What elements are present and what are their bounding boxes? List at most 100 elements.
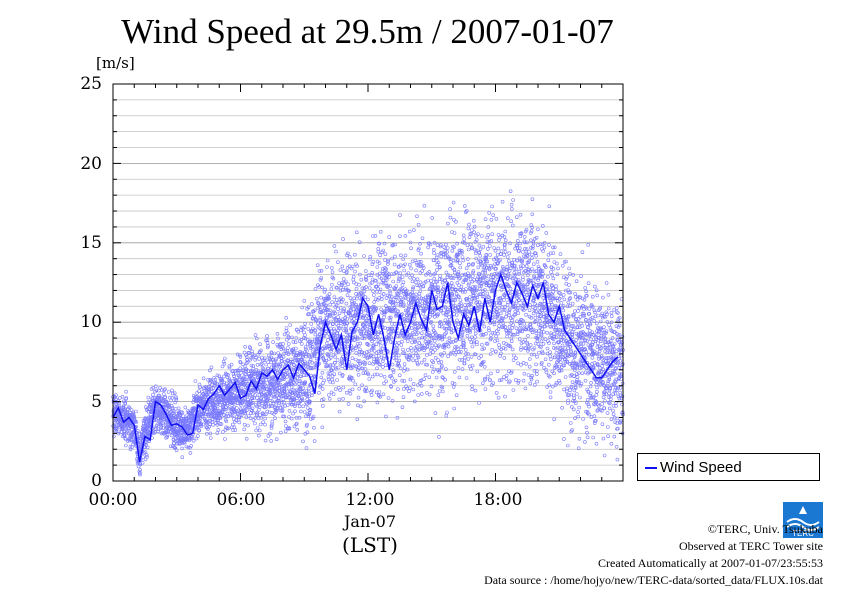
scatter-point xyxy=(340,283,344,288)
scatter-point xyxy=(225,394,229,398)
scatter-point xyxy=(331,322,335,326)
scatter-point xyxy=(365,314,370,318)
scatter-point xyxy=(280,409,285,413)
scatter-point xyxy=(524,361,529,366)
scatter-point xyxy=(249,363,254,368)
scatter-point xyxy=(474,288,479,293)
scatter-point xyxy=(532,383,537,387)
scatter-point xyxy=(173,407,178,411)
scatter-point xyxy=(358,272,362,277)
scatter-point xyxy=(441,376,446,380)
scatter-point xyxy=(312,425,316,430)
scatter-point xyxy=(462,241,467,245)
scatter-point xyxy=(386,258,391,263)
scatter-point xyxy=(423,346,428,350)
scatter-point xyxy=(256,408,261,412)
scatter-point xyxy=(393,286,398,291)
scatter-point xyxy=(275,406,280,411)
scatter-point xyxy=(536,322,541,327)
scatter-point xyxy=(503,249,508,254)
scatter-point xyxy=(403,262,407,267)
scatter-point xyxy=(288,323,293,327)
scatter-point xyxy=(225,426,229,431)
scatter-point xyxy=(400,275,405,279)
scatter-point xyxy=(347,388,352,393)
scatter-point xyxy=(429,384,434,389)
scatter-point xyxy=(328,308,332,313)
scatter-point xyxy=(326,393,331,397)
scatter-point xyxy=(512,353,516,358)
scatter-point xyxy=(371,289,375,293)
scatter-point xyxy=(542,365,546,370)
scatter-point xyxy=(469,232,474,236)
scatter-point xyxy=(352,252,357,257)
scatter-point xyxy=(363,360,367,365)
scatter-point xyxy=(546,274,550,279)
scatter-point xyxy=(444,270,449,275)
scatter-point xyxy=(551,245,555,250)
scatter-point xyxy=(143,457,148,462)
scatter-point xyxy=(455,280,460,285)
scatter-point xyxy=(337,297,342,301)
scatter-point xyxy=(510,318,514,323)
scatter-point xyxy=(165,433,170,437)
scatter-point xyxy=(158,385,162,390)
scatter-point xyxy=(498,311,503,316)
scatter-point xyxy=(349,266,354,271)
scatter-point xyxy=(360,383,364,388)
scatter-point xyxy=(460,255,465,259)
scatter-point xyxy=(349,376,354,381)
scatter-point xyxy=(341,277,346,281)
scatter-point xyxy=(303,345,308,349)
scatter-point xyxy=(392,322,397,326)
scatter-point xyxy=(462,237,467,241)
scatter-point xyxy=(473,352,478,357)
scatter-point xyxy=(515,246,520,250)
scatter-point xyxy=(395,292,400,296)
scatter-point xyxy=(475,295,480,300)
scatter-point xyxy=(498,296,502,301)
scatter-point xyxy=(253,333,258,337)
scatter-point xyxy=(253,416,257,420)
scatter-point xyxy=(433,331,438,335)
scatter-point xyxy=(151,392,155,397)
scatter-point xyxy=(306,327,311,331)
scatter-point xyxy=(368,254,373,259)
scatter-point xyxy=(422,335,427,340)
scatter-point xyxy=(441,285,446,289)
scatter-point xyxy=(180,455,185,460)
scatter-point xyxy=(483,288,487,292)
scatter-point xyxy=(522,321,527,326)
scatter-point xyxy=(293,378,298,382)
scatter-point xyxy=(420,236,425,241)
scatter-point xyxy=(534,235,539,240)
scatter-point xyxy=(332,332,336,337)
scatter-point xyxy=(300,397,305,402)
scatter-point xyxy=(341,385,346,390)
scatter-point xyxy=(319,295,323,300)
scatter-point xyxy=(362,336,367,341)
scatter-point xyxy=(307,401,312,405)
scatter-point xyxy=(397,363,401,368)
scatter-point xyxy=(382,354,387,358)
scatter-point xyxy=(507,307,512,311)
scatter-point xyxy=(378,253,382,257)
scatter-point xyxy=(461,233,466,238)
scatter-point xyxy=(221,396,225,400)
scatter-point xyxy=(305,394,310,398)
scatter-point xyxy=(276,403,281,408)
scatter-point xyxy=(548,251,553,256)
scatter-point xyxy=(535,243,540,247)
scatter-point xyxy=(521,250,525,254)
scatter-point xyxy=(443,318,448,323)
scatter-point xyxy=(357,240,362,244)
scatter-point xyxy=(532,352,537,357)
scatter-point xyxy=(541,312,546,317)
scatter-point xyxy=(310,345,315,349)
scatter-point xyxy=(470,363,475,368)
scatter-point xyxy=(500,316,505,321)
scatter-point xyxy=(367,377,372,381)
scatter-point xyxy=(549,331,553,336)
scatter-point xyxy=(495,319,499,323)
scatter-point xyxy=(358,341,363,346)
